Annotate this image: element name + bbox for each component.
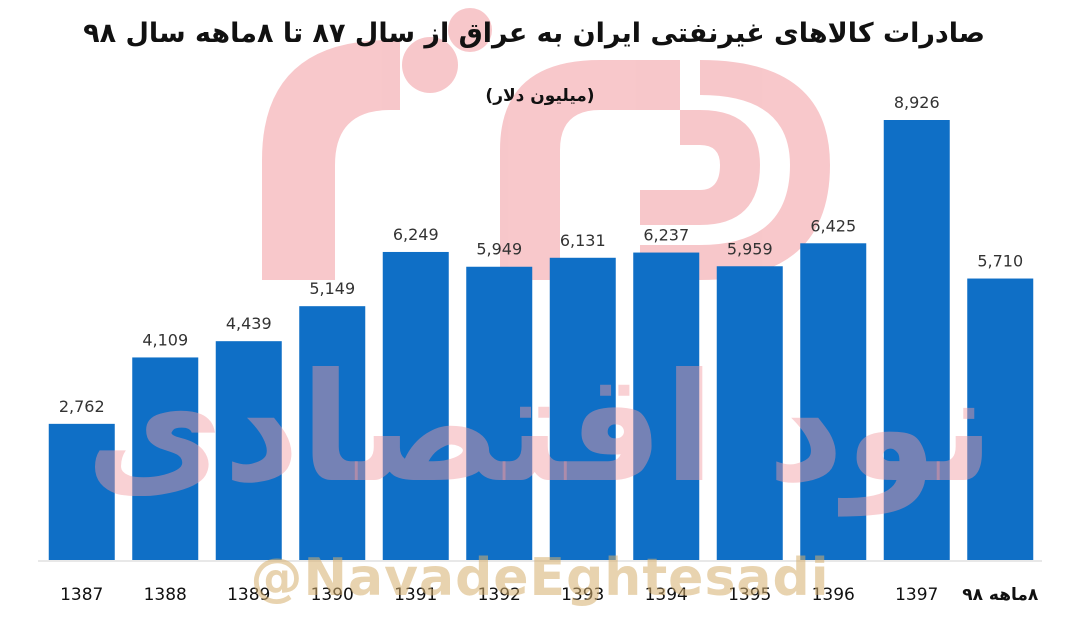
x-tick-label: 1393 — [561, 585, 604, 605]
data-label: 8,926 — [894, 93, 940, 112]
data-label: 5,959 — [727, 239, 773, 258]
x-tick-label: 1394 — [645, 585, 688, 605]
x-tick-label: 1387 — [60, 585, 103, 605]
x-tick-label: 1390 — [311, 585, 354, 605]
data-label: 2,762 — [59, 397, 105, 416]
data-label: 4,439 — [226, 314, 272, 333]
bar-1397 — [883, 120, 950, 560]
x-tick-label: 1392 — [478, 585, 521, 605]
bar-1390 — [299, 306, 366, 560]
data-label: 6,425 — [810, 216, 856, 235]
data-label: 6,237 — [643, 226, 689, 245]
bar-1392 — [466, 266, 533, 560]
x-tick-label: 1396 — [812, 585, 855, 605]
chart-subtitle: (میلیون دلار) — [485, 86, 595, 106]
x-tick-label: 1397 — [895, 585, 938, 605]
data-label: 5,949 — [476, 240, 522, 259]
x-tick-label: 1391 — [394, 585, 437, 605]
bar-1388 — [132, 357, 199, 560]
x-tick-label: ۸ماهه ۹۸ — [962, 585, 1039, 605]
x-tick-label: 1389 — [227, 585, 270, 605]
x-tick-label: 1388 — [144, 585, 187, 605]
bar-1394 — [633, 252, 700, 560]
bar-1387 — [48, 423, 115, 560]
data-label: 6,131 — [560, 231, 606, 250]
data-label: 6,249 — [393, 225, 439, 244]
bar-1395 — [716, 266, 783, 560]
bar-1391 — [382, 251, 449, 560]
bar-1389 — [215, 341, 282, 560]
bar-1393 — [549, 257, 616, 560]
bar-1396 — [800, 243, 867, 560]
data-label: 4,109 — [142, 330, 188, 349]
bar-۸ماهه ۹۸ — [967, 278, 1034, 560]
data-label: 5,710 — [977, 252, 1023, 271]
chart-title: صادرات کالاهای غیرنفتی ایران به عراق از … — [83, 18, 985, 49]
watermark-handle: @NavadeEghtesadi — [250, 548, 830, 608]
x-tick-label: 1395 — [728, 585, 771, 605]
data-label: 5,149 — [309, 279, 355, 298]
